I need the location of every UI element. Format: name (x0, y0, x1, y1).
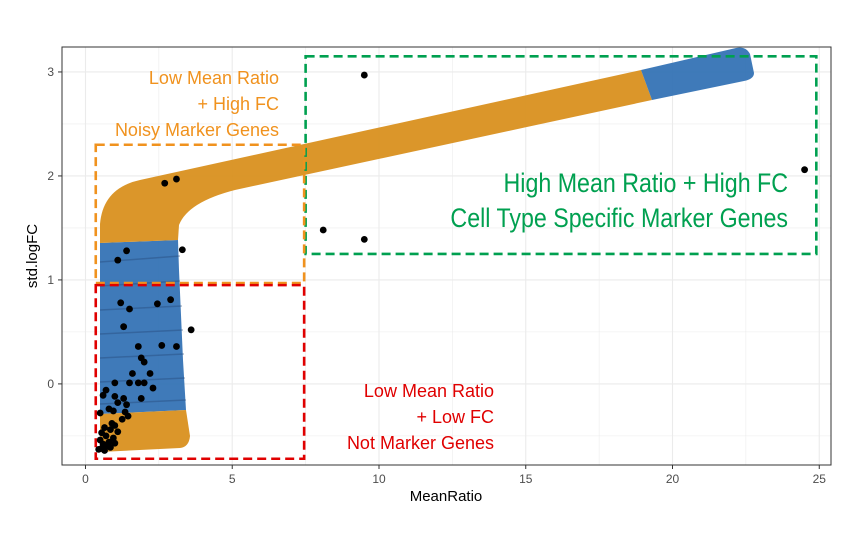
data-point (114, 428, 122, 436)
data-point (129, 370, 136, 377)
data-point (114, 256, 122, 264)
band-blue-low-segment (100, 240, 186, 414)
data-point (120, 323, 128, 331)
data-point (187, 326, 195, 334)
y-tick-label: 1 (47, 273, 54, 287)
y-tick-label: 0 (47, 377, 54, 391)
data-point (134, 379, 142, 387)
data-point (178, 246, 186, 254)
low-mean-ratio-high-fc-label-line: + High FC (197, 94, 279, 114)
data-point (801, 166, 808, 174)
x-tick-label: 20 (666, 472, 680, 486)
data-point (161, 179, 169, 187)
high-mean-ratio-high-fc-box (304, 55, 818, 256)
high-mean-ratio-high-fc-label-line: High Mean Ratio + High FC (504, 168, 788, 198)
data-point (137, 395, 145, 402)
band-blue-top-segment (641, 47, 754, 100)
data-point (95, 446, 103, 453)
data-point (149, 384, 157, 392)
region-boxes (94, 55, 818, 461)
data-point (153, 300, 161, 308)
data-point (134, 343, 142, 350)
data-point (173, 175, 180, 183)
y-tick-label: 2 (47, 169, 54, 183)
x-tick-label: 25 (813, 472, 827, 486)
x-tick-label: 0 (82, 472, 89, 486)
y-tick-label: 3 (47, 65, 54, 79)
panel-border (61, 46, 832, 466)
data-point (158, 342, 166, 349)
low-mean-ratio-low-fc-box (94, 283, 306, 461)
data-point (107, 426, 114, 434)
low-mean-ratio-low-fc-label-line: + Low FC (416, 407, 494, 427)
data-point (360, 235, 368, 243)
band-orange-main-segment (100, 70, 652, 243)
data-point (101, 447, 108, 454)
x-tick-label: 15 (519, 472, 533, 486)
data-point (173, 343, 180, 350)
x-axis-title: MeanRatio (410, 488, 483, 505)
data-point (140, 379, 148, 387)
low-mean-ratio-high-fc-label-line: Low Mean Ratio (149, 68, 279, 88)
data-point (109, 407, 117, 415)
data-point (101, 424, 108, 431)
low-mean-ratio-high-fc-box (94, 143, 306, 285)
data-point (126, 379, 133, 387)
data-point (140, 358, 148, 366)
data-point (118, 415, 126, 423)
data-point (102, 386, 110, 394)
low-mean-ratio-low-fc-label-line: Not Marker Genes (347, 433, 494, 453)
data-point (107, 443, 114, 451)
data-point (146, 370, 154, 377)
y-axis: 0 1 2 3 (47, 65, 62, 391)
data-point (124, 412, 132, 420)
x-tick-label: 5 (229, 472, 236, 486)
data-point (102, 432, 110, 440)
data-point (111, 379, 119, 387)
data-point (123, 401, 130, 409)
data-points (95, 71, 808, 454)
data-point (109, 434, 117, 442)
data-point (111, 422, 119, 429)
data-point (111, 439, 119, 447)
data-point (120, 395, 128, 402)
data-point (123, 247, 130, 255)
data-point (117, 299, 125, 307)
data-point (360, 71, 368, 79)
region-annotations: High Mean Ratio + High FC Cell Type Speci… (115, 68, 788, 453)
data-point (126, 305, 133, 313)
y-axis-title: std.logFC (24, 224, 41, 288)
x-tick-label: 10 (372, 472, 386, 486)
x-axis: 0 5 10 15 20 25 (82, 465, 826, 486)
data-point (96, 409, 104, 417)
data-point (319, 226, 327, 234)
low-mean-ratio-low-fc-label-line: Low Mean Ratio (364, 381, 494, 401)
data-point (111, 392, 119, 400)
low-mean-ratio-high-fc-label-line: Noisy Marker Genes (115, 120, 279, 140)
high-mean-ratio-high-fc-label-line: Cell Type Specific Marker Genes (450, 203, 788, 233)
data-point (114, 399, 122, 407)
data-point (167, 296, 174, 304)
data-point (99, 391, 107, 399)
